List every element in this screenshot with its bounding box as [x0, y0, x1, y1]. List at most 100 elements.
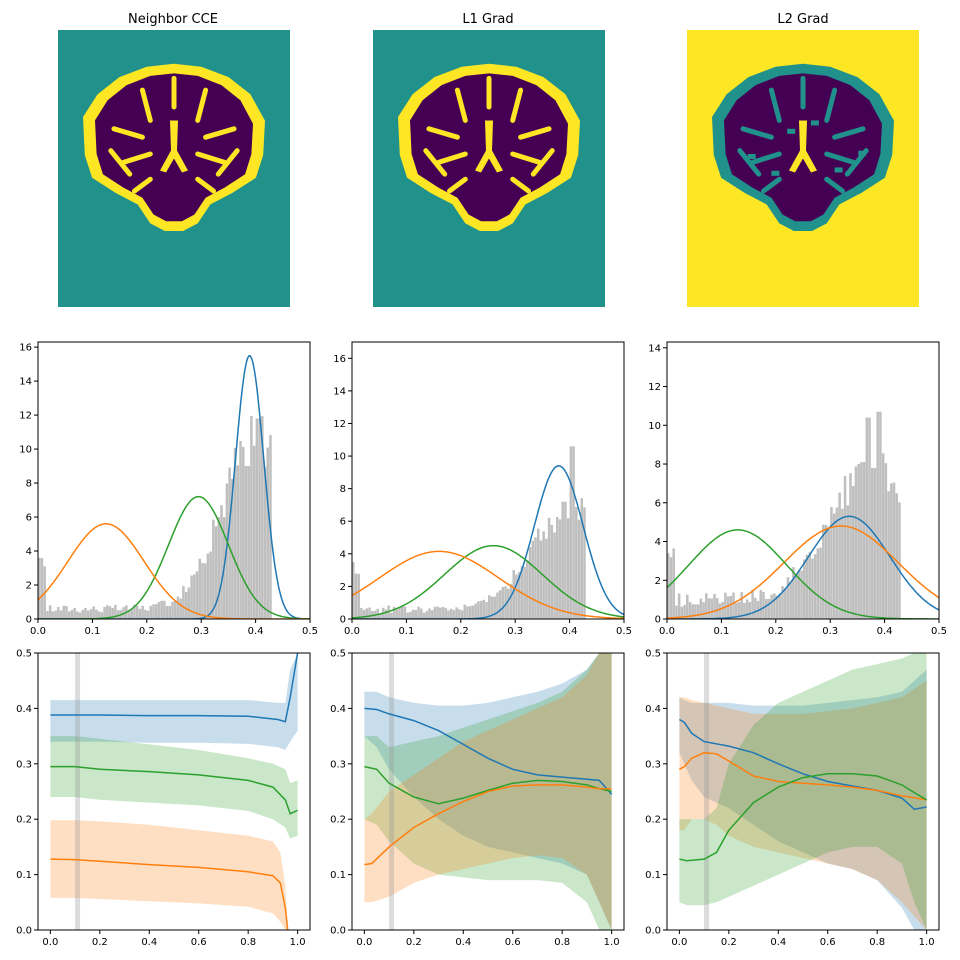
- histogram-bar: [236, 465, 240, 619]
- histogram-bar: [133, 604, 136, 619]
- x-tick-label: 0.3: [507, 626, 523, 637]
- histogram-bar: [379, 613, 382, 619]
- histogram-bar: [255, 418, 259, 619]
- histogram-bar: [89, 609, 93, 619]
- histogram-bar: [195, 571, 199, 619]
- histogram-bar: [767, 598, 771, 619]
- histogram-panel-neighbor-cce: 0.0 0.1 0.2 0.3 0.4 0.5 0 2 4 6 8 10 12 14 16: [19, 341, 318, 637]
- histogram-bar: [479, 600, 483, 619]
- y-tick-label: 0.2: [330, 815, 346, 826]
- cortex-fold: [454, 87, 468, 123]
- histogram-bar: [792, 567, 795, 619]
- cortex-fold: [435, 151, 468, 165]
- histogram-bar: [184, 591, 188, 619]
- histogram-bar: [846, 505, 850, 619]
- histogram-bar: [157, 602, 161, 619]
- x-tick-label: 1.0: [604, 937, 620, 948]
- y-tick-label: 0.2: [645, 815, 661, 826]
- histogram-bar: [392, 606, 396, 619]
- x-tick-label: 0.0: [356, 937, 372, 948]
- histogram-bar: [220, 505, 223, 619]
- cortex-fold: [195, 151, 228, 165]
- y-tick-label: 0.3: [645, 759, 661, 770]
- histogram-bar: [713, 594, 716, 619]
- histogram-bar: [214, 526, 218, 619]
- histogram-bar: [868, 417, 871, 619]
- cortex-fold: [510, 176, 531, 194]
- histogram-bar: [773, 593, 776, 619]
- histogram-bar: [822, 524, 825, 619]
- cortex-fold: [447, 176, 468, 194]
- histogram-bar: [824, 524, 828, 619]
- reference-vline: [704, 653, 710, 930]
- y-tick-label: 8: [655, 460, 661, 471]
- histogram-bar: [696, 604, 700, 619]
- cortex-fold: [510, 151, 543, 165]
- y-tick-label: 8: [340, 484, 346, 495]
- y-tick-label: 12: [19, 411, 32, 422]
- histogram-bar: [564, 501, 567, 619]
- x-tick-label: 0.3: [822, 626, 838, 637]
- histogram-bar: [534, 537, 537, 619]
- histogram-bar: [201, 562, 204, 619]
- histogram-bar: [474, 603, 477, 619]
- histogram-bar: [258, 418, 261, 619]
- x-tick-label: 0.2: [92, 937, 108, 948]
- histogram-bar: [561, 501, 564, 619]
- histogram-bar: [411, 609, 415, 619]
- x-tick-label: 0.1: [398, 626, 414, 637]
- histogram-bar: [800, 570, 803, 619]
- histogram-bar: [751, 589, 754, 619]
- histogram-bar: [838, 492, 841, 619]
- histogram-bar: [729, 595, 733, 619]
- histogram-bar: [710, 598, 714, 619]
- histogram-bar: [528, 547, 532, 619]
- x-tick-label: 0.4: [562, 626, 578, 637]
- histogram-bar: [160, 600, 163, 619]
- histogram-bar: [735, 603, 738, 619]
- y-tick-label: 14: [333, 386, 346, 397]
- mean-line-orange: [364, 784, 612, 866]
- y-tick-label: 0.1: [16, 870, 32, 881]
- y-tick-label: 0.4: [645, 704, 661, 715]
- x-tick-label: 0.0: [42, 937, 58, 948]
- histogram-bar: [420, 608, 423, 619]
- y-tick-label: 12: [333, 419, 346, 430]
- histogram-bar: [539, 540, 543, 619]
- histogram-bar: [247, 466, 250, 619]
- histogram-bar: [198, 558, 201, 619]
- histogram-bar: [841, 508, 844, 619]
- histogram-bar: [745, 599, 749, 619]
- plot-area: [679, 653, 927, 930]
- gaussian-curve-orange: [667, 525, 939, 619]
- histogram-bar: [721, 601, 724, 619]
- y-tick-label: 6: [340, 517, 346, 528]
- histogram-bar: [496, 592, 499, 619]
- y-tick-label: 0: [655, 615, 661, 626]
- histogram-bar: [707, 598, 711, 619]
- histogram-bar: [65, 606, 68, 619]
- y-tick-label: 0.4: [16, 704, 32, 715]
- gaussian-curve-orange: [38, 523, 310, 619]
- histogram-bar: [144, 609, 147, 619]
- gaussian-curve-orange: [352, 550, 624, 619]
- histogram-bar: [691, 604, 694, 619]
- histogram-bar: [116, 610, 120, 619]
- histogram-bar: [141, 605, 144, 619]
- histogram-bar: [40, 558, 44, 619]
- axes-frame: [351, 341, 625, 620]
- histogram-bar: [97, 611, 101, 619]
- histogram-bar: [48, 605, 52, 619]
- histogram-bar: [103, 607, 106, 619]
- histogram-bar: [783, 588, 787, 619]
- histogram-bar: [417, 606, 420, 619]
- histogram-bar: [468, 606, 472, 619]
- y-tick-label: 0.2: [16, 815, 32, 826]
- histogram-bar: [748, 602, 752, 619]
- histogram-bar: [688, 602, 692, 619]
- cortex-fold: [195, 176, 216, 194]
- x-tick-label: 0.6: [505, 937, 521, 948]
- histogram-bar: [217, 517, 221, 619]
- x-tick-label: 0.4: [248, 626, 264, 637]
